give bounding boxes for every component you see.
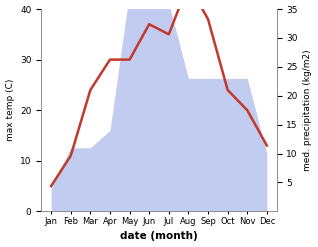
Y-axis label: max temp (C): max temp (C) bbox=[5, 79, 15, 141]
X-axis label: date (month): date (month) bbox=[120, 231, 198, 242]
Y-axis label: med. precipitation (kg/m2): med. precipitation (kg/m2) bbox=[303, 49, 313, 171]
